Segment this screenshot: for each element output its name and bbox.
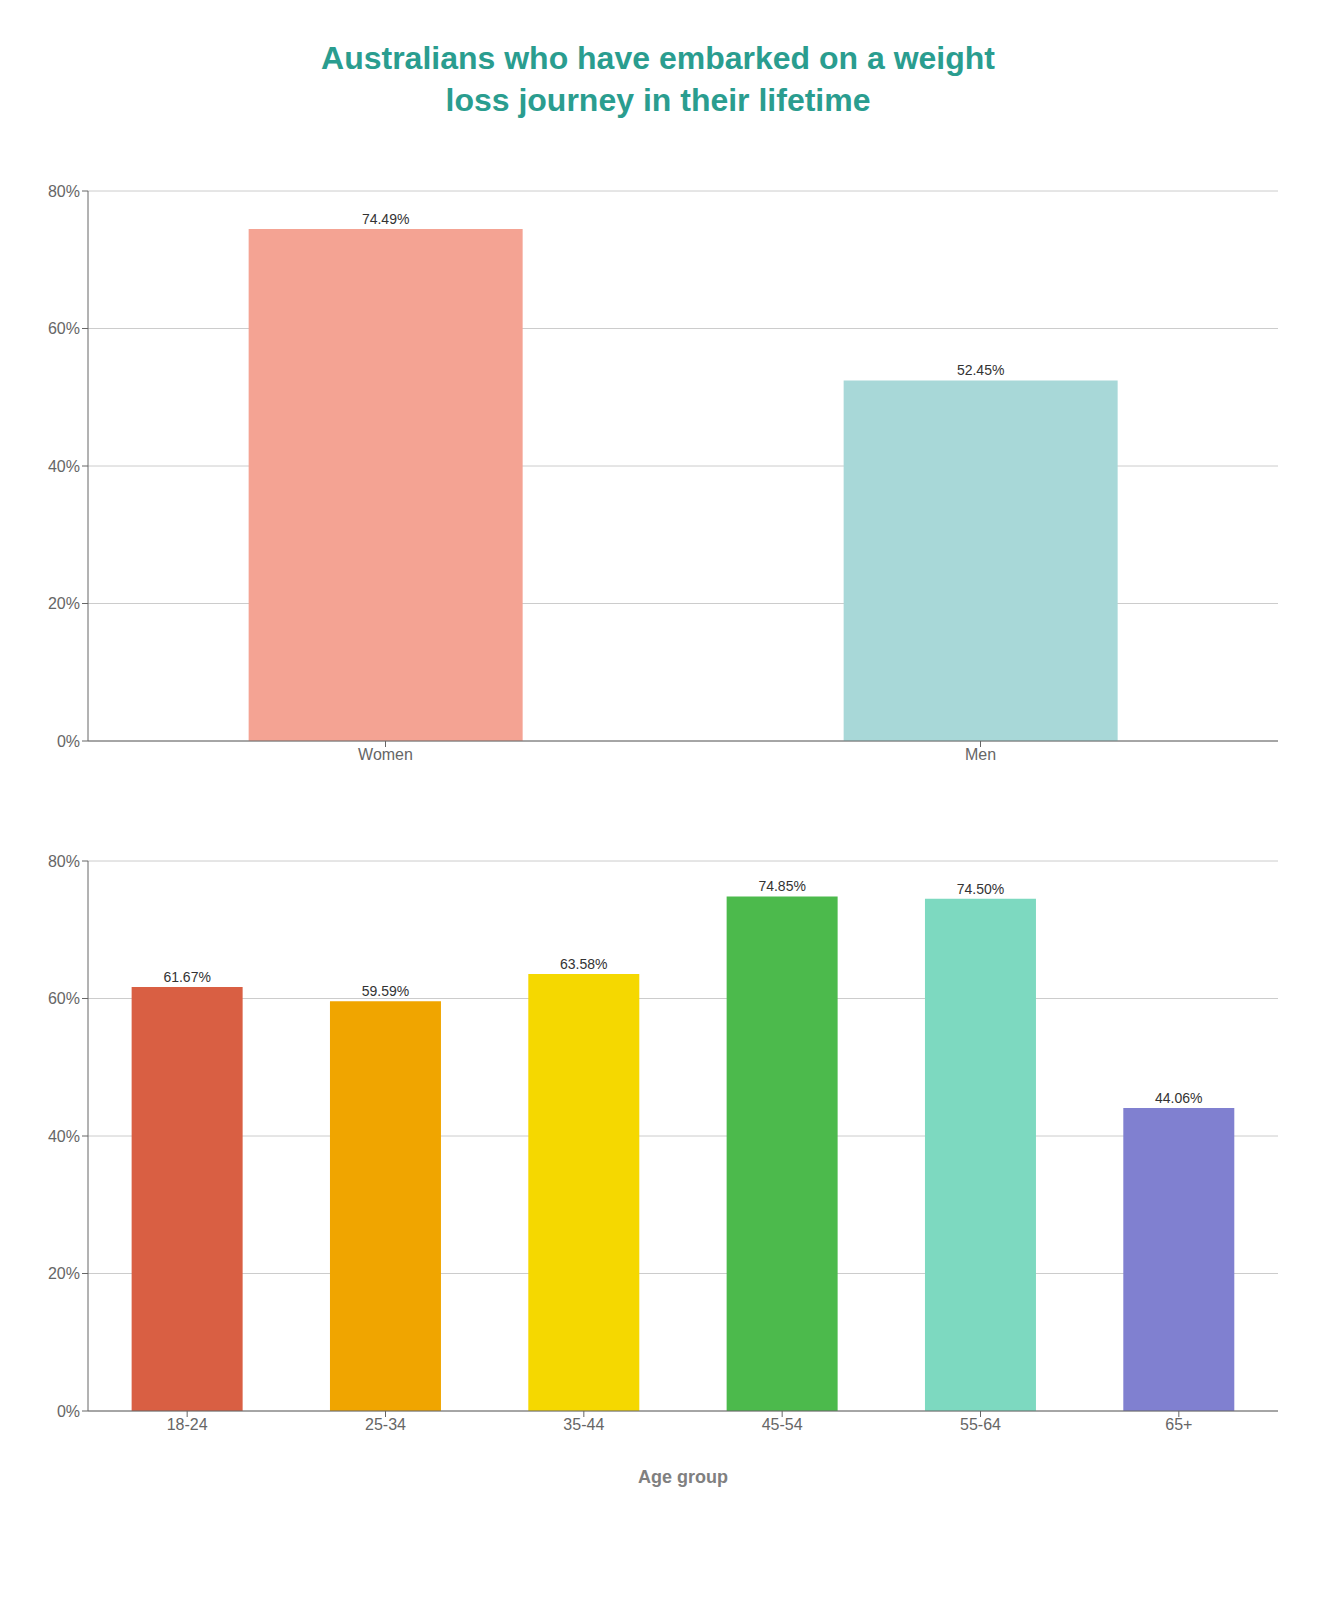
svg-text:45-54: 45-54	[762, 1417, 803, 1434]
svg-text:80%: 80%	[48, 183, 80, 200]
svg-text:61.67%: 61.67%	[163, 969, 210, 985]
svg-text:Age group: Age group	[638, 1467, 728, 1487]
svg-text:20%: 20%	[48, 1265, 80, 1282]
svg-text:18-24: 18-24	[167, 1417, 208, 1434]
svg-text:Women: Women	[358, 747, 413, 764]
svg-text:52.45%: 52.45%	[957, 363, 1004, 379]
svg-text:74.49%: 74.49%	[362, 211, 409, 227]
svg-text:0%: 0%	[57, 733, 80, 750]
html-text:Australians who have embarked: Australians who have embarked on a weigh…	[321, 40, 995, 76]
svg-text:55-64: 55-64	[960, 1417, 1001, 1434]
svg-text:74.85%: 74.85%	[758, 879, 805, 895]
svg-text:80%: 80%	[48, 853, 80, 870]
svg-text:Men: Men	[965, 747, 996, 764]
svg-text:44.06%: 44.06%	[1155, 1090, 1202, 1106]
svg-text:20%: 20%	[48, 595, 80, 612]
svg-text:74.50%: 74.50%	[957, 881, 1004, 897]
svg-text:63.58%: 63.58%	[560, 956, 607, 972]
svg-text:60%: 60%	[48, 990, 80, 1007]
svg-text:59.59%: 59.59%	[362, 984, 409, 1000]
svg-text:35-44: 35-44	[563, 1417, 604, 1434]
svg-text:25-34: 25-34	[365, 1417, 406, 1434]
svg-text:40%: 40%	[48, 1128, 80, 1145]
svg-text:65+: 65+	[1165, 1417, 1192, 1434]
svg-text:0%: 0%	[57, 1403, 80, 1420]
html-text:loss journey in their lifetime: loss journey in their lifetime	[445, 81, 871, 118]
svg-text:40%: 40%	[48, 458, 80, 475]
svg-text:60%: 60%	[48, 320, 80, 337]
